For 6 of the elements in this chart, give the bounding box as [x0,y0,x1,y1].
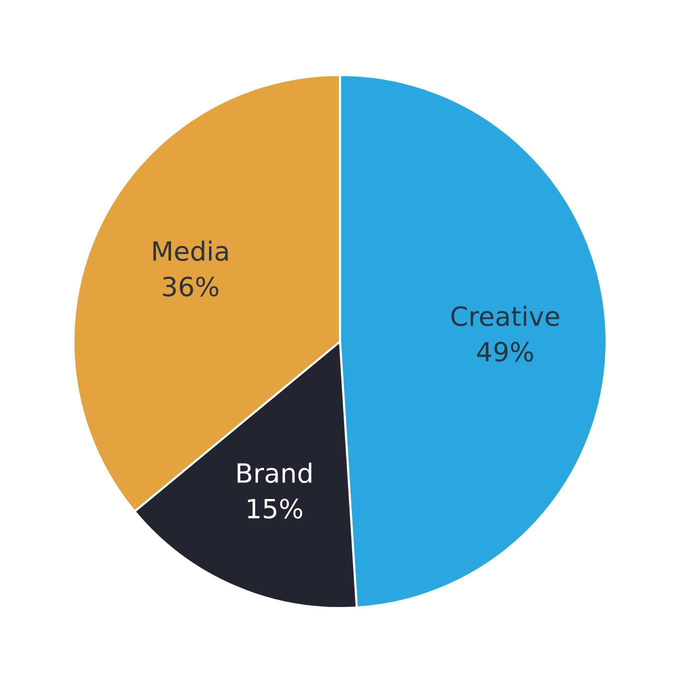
slice-label: Creative [451,306,560,326]
data-label: 49% [477,342,534,362]
data-label: 15% [248,498,302,519]
data-label: 36% [163,276,218,297]
slice-label: Media [153,240,228,262]
slice-label: Brand [238,462,312,484]
